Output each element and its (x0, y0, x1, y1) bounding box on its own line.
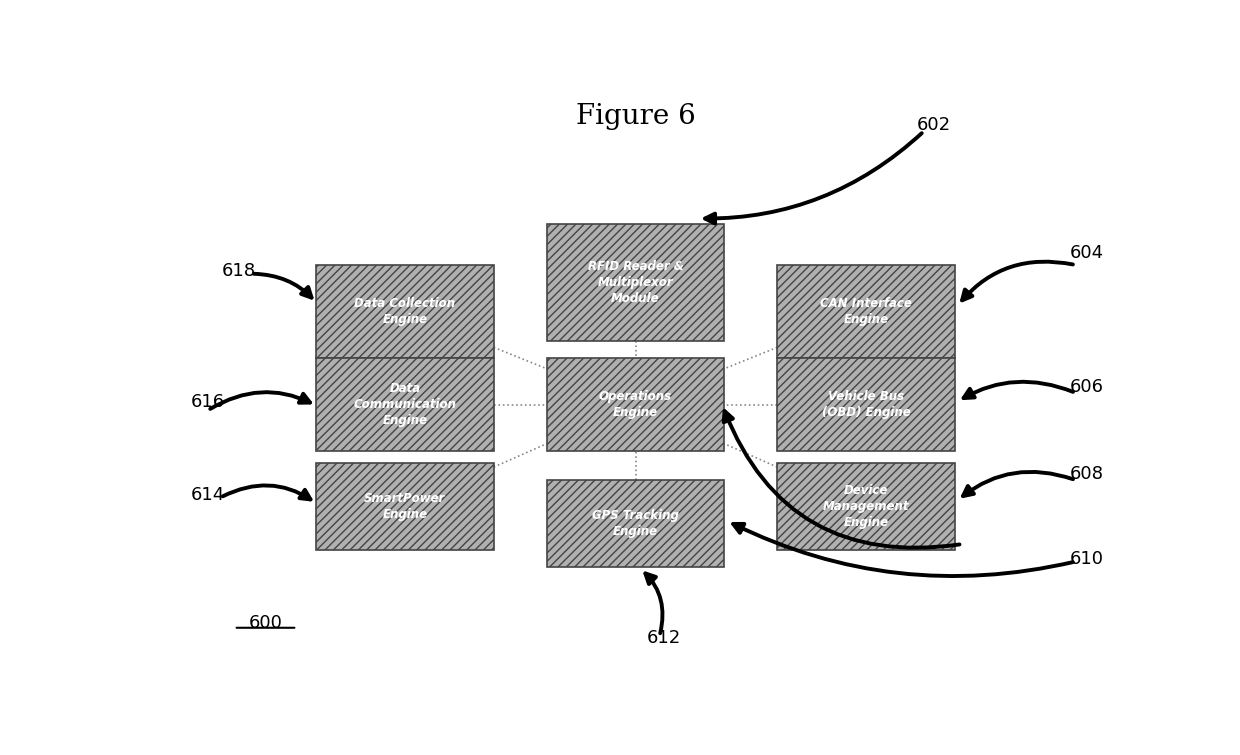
Text: 602: 602 (916, 116, 951, 134)
Text: Data Collection
Engine: Data Collection Engine (355, 297, 455, 326)
Text: Data
Communication
Engine: Data Communication Engine (353, 382, 456, 427)
Text: 604: 604 (1070, 245, 1105, 263)
Bar (316, 265, 494, 358)
Bar (777, 358, 955, 451)
Text: Operations
Engine: Operations Engine (599, 390, 672, 419)
Text: 618: 618 (222, 262, 255, 280)
Text: GPS Tracking
Engine: GPS Tracking Engine (591, 509, 680, 538)
Bar (316, 358, 494, 451)
Text: 612: 612 (647, 629, 682, 647)
Text: RFID Reader &
Multiplexor
Module: RFID Reader & Multiplexor Module (588, 260, 683, 305)
Text: 614: 614 (191, 485, 224, 504)
Text: 616: 616 (191, 393, 224, 411)
Text: Device
Management
Engine: Device Management Engine (823, 484, 909, 528)
Text: CAN Interface
Engine: CAN Interface Engine (820, 297, 913, 326)
Bar (777, 463, 955, 550)
Text: 606: 606 (1070, 378, 1104, 396)
Text: 610: 610 (1070, 550, 1104, 568)
Text: 600: 600 (248, 614, 283, 631)
Text: Vehicle Bus
(OBD) Engine: Vehicle Bus (OBD) Engine (822, 390, 910, 419)
Bar (547, 480, 724, 567)
Text: SmartPower
Engine: SmartPower Engine (365, 492, 445, 521)
Text: 608: 608 (1070, 465, 1104, 483)
Bar (547, 224, 724, 341)
Text: Figure 6: Figure 6 (575, 103, 696, 131)
Bar (777, 265, 955, 358)
Bar (316, 463, 494, 550)
Bar (547, 358, 724, 451)
